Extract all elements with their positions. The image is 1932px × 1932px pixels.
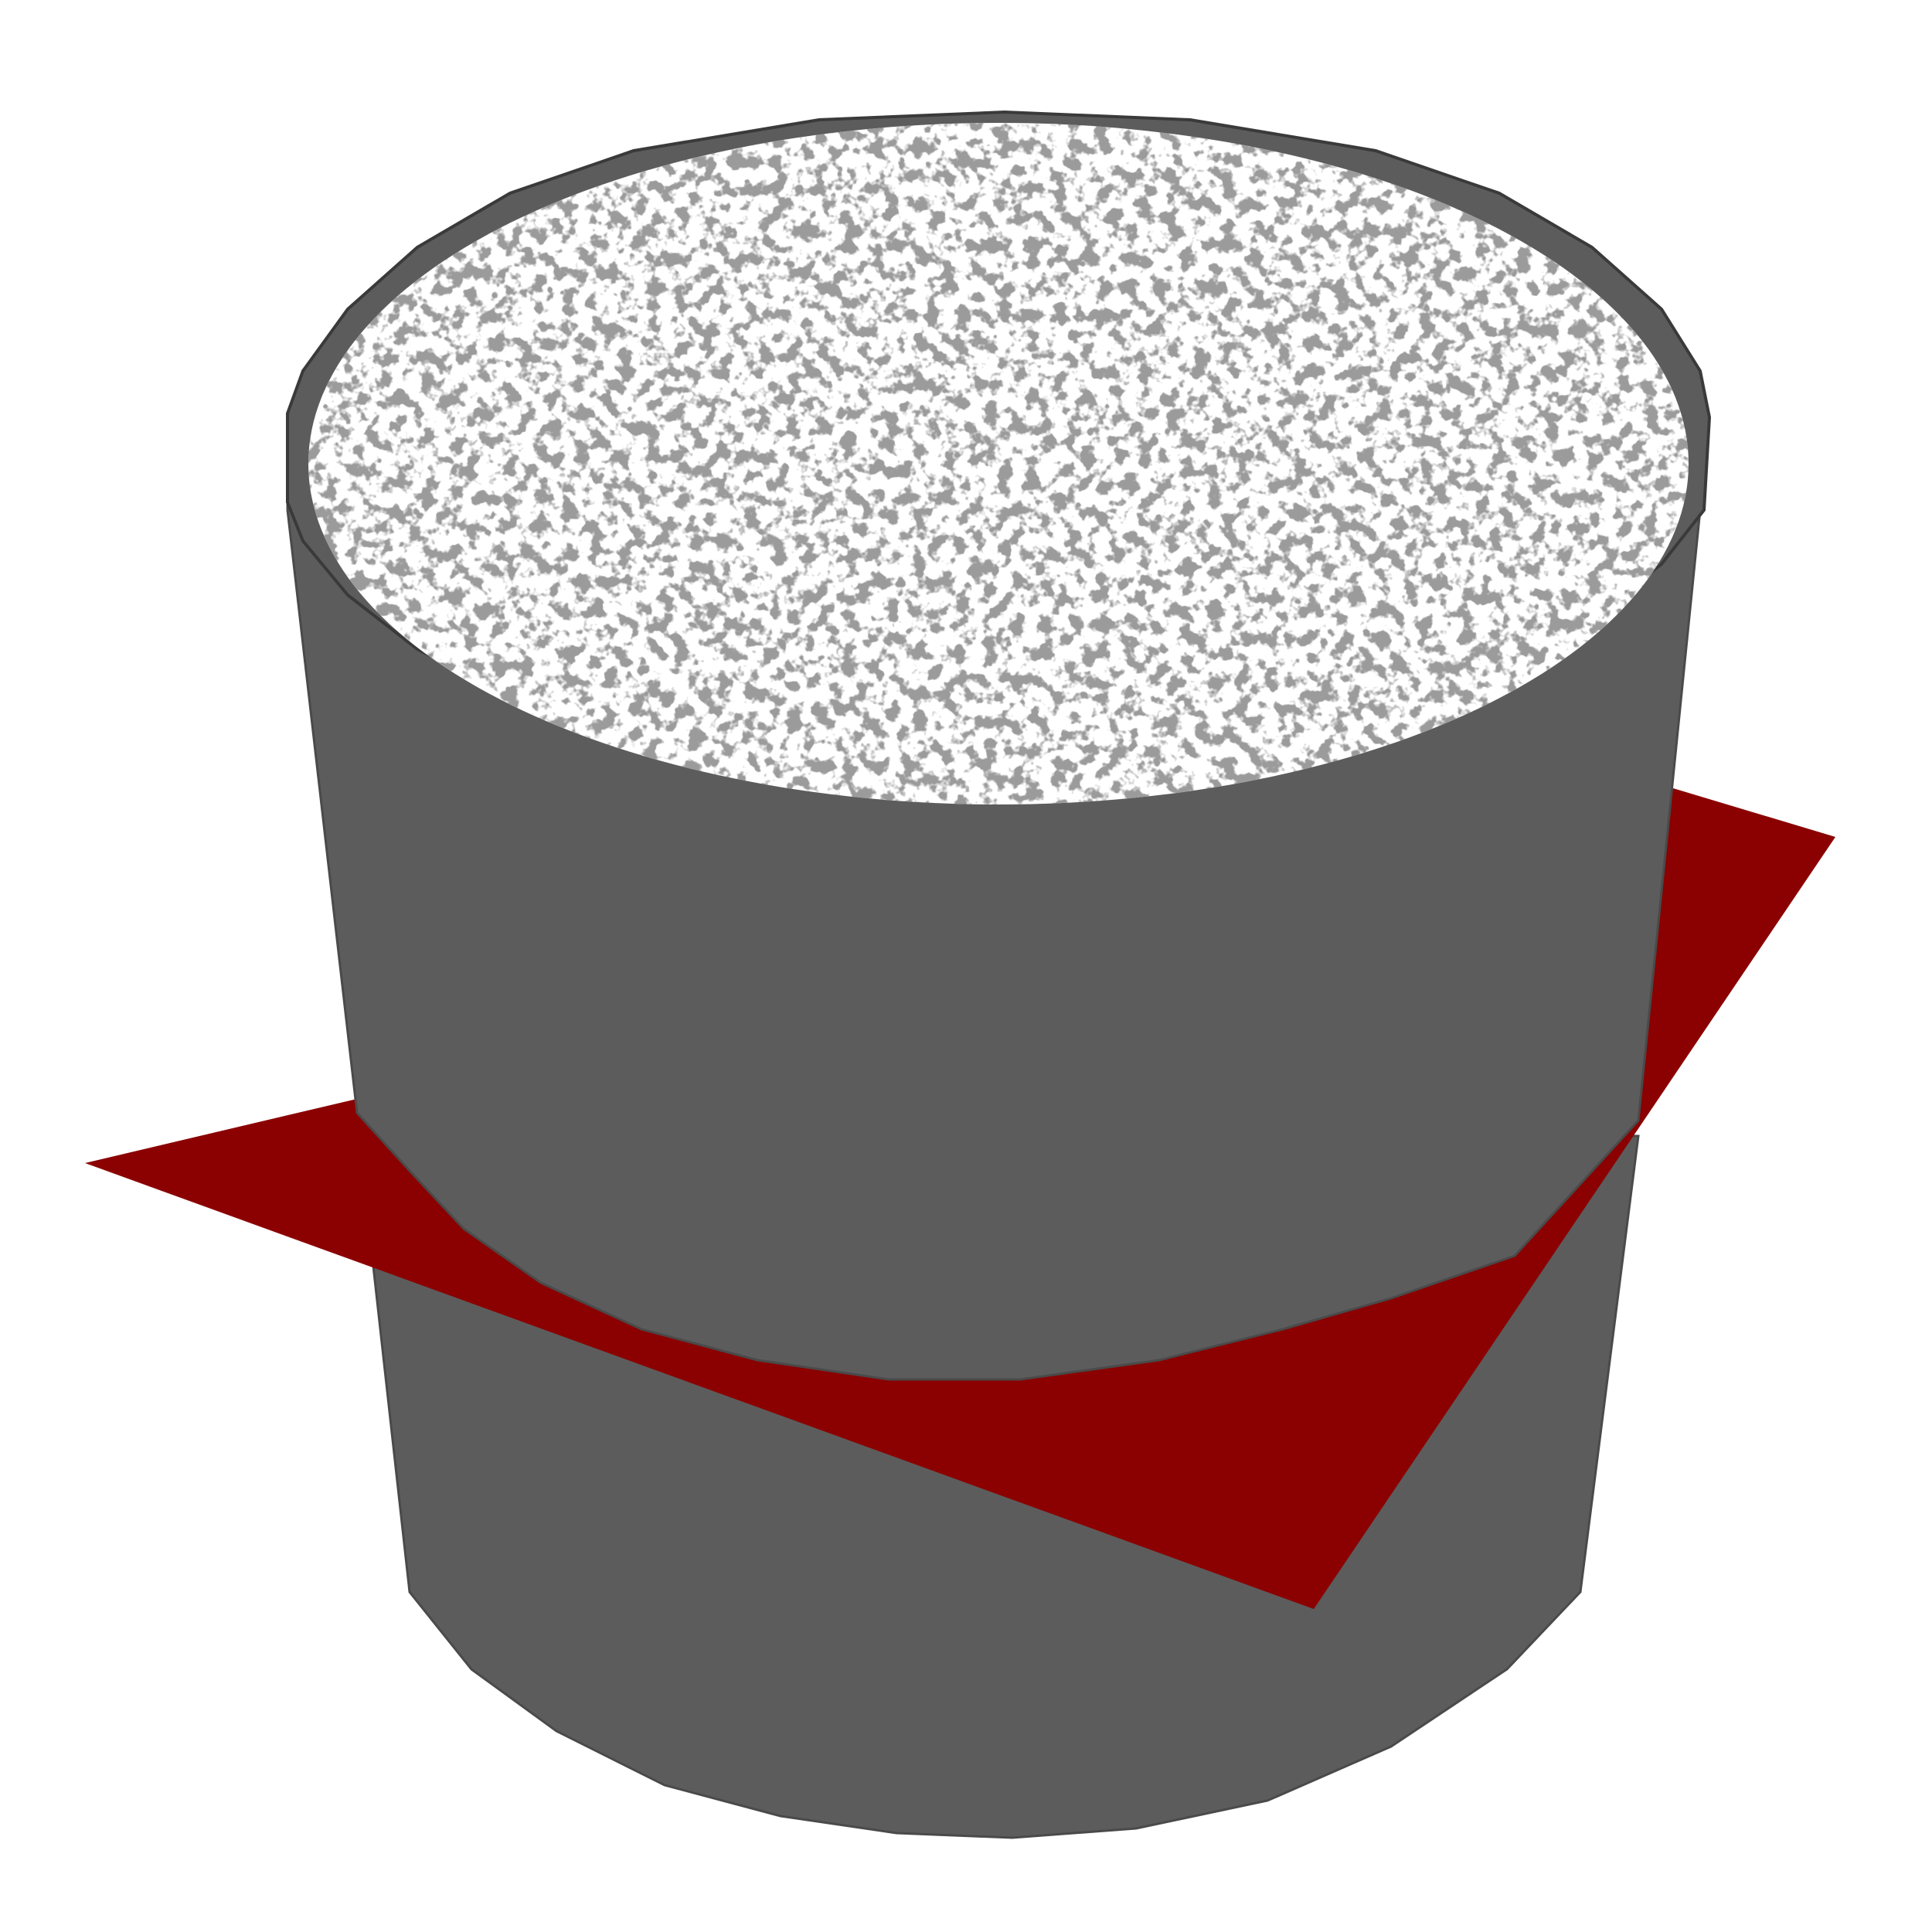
speckled-top-surface bbox=[308, 123, 1689, 804]
